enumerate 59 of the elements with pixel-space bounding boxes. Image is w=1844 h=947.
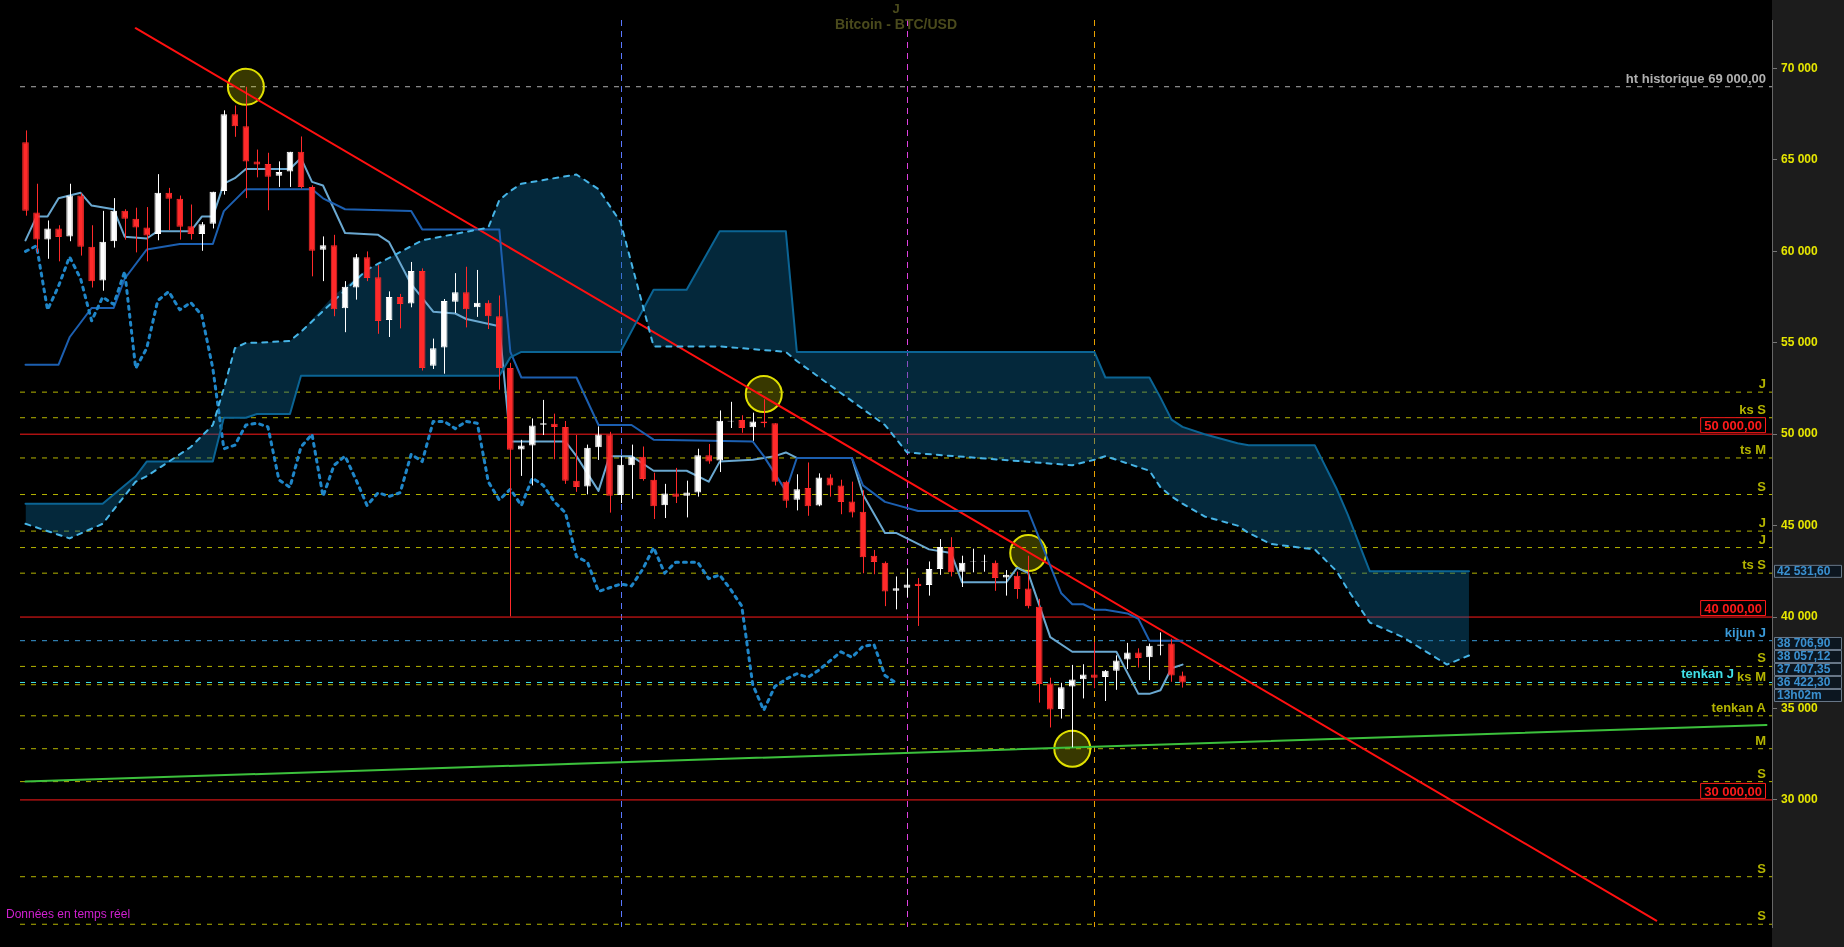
ref-line-label: ts S	[1742, 557, 1767, 573]
ref-line-label: S	[1757, 908, 1767, 924]
ref-line-label: S	[1757, 765, 1767, 781]
ref-line-label: ks S	[1739, 401, 1767, 417]
candlestick	[33, 183, 40, 253]
candlestick	[1080, 663, 1087, 699]
point	[226, 67, 265, 106]
candlestick	[683, 480, 690, 518]
candlestick	[892, 575, 900, 610]
text: 42 531,60	[1777, 564, 1831, 579]
text: 38 057,12	[1777, 649, 1831, 664]
candlestick	[55, 224, 62, 262]
y-tick-label: 60 000	[1781, 243, 1819, 258]
ref-line-label: J	[1758, 376, 1766, 392]
ref-line-label: ks M	[1737, 668, 1766, 684]
ref-line-label: ts M	[1740, 441, 1766, 457]
text: J	[892, 0, 900, 16]
candlestick	[451, 272, 459, 314]
ref-line-label: J	[1758, 515, 1766, 531]
text: 37 407,35	[1777, 662, 1831, 677]
candlestick	[1046, 677, 1054, 728]
y-tick-label: 30 000	[1781, 792, 1819, 807]
ref-line-label: 30 000,00	[1704, 783, 1762, 799]
y-tick-label: 65 000	[1781, 152, 1819, 167]
ref-line-label: S	[1757, 860, 1767, 876]
text: 36 422,30	[1777, 675, 1831, 690]
ref-line-label: J	[1758, 531, 1766, 547]
text: 13h02m	[1777, 688, 1822, 703]
text: 38 706,90	[1777, 636, 1831, 651]
candlestick	[1113, 654, 1120, 691]
chart-title: Bitcoin - BTC/USD	[834, 15, 958, 32]
ref-line-label: S	[1757, 650, 1767, 666]
candlestick	[187, 204, 195, 241]
line-series	[24, 244, 898, 712]
candlestick	[903, 567, 911, 598]
candlestick	[1091, 641, 1098, 689]
point	[1053, 729, 1092, 768]
candlestick	[44, 219, 51, 260]
y-tick-label: 45 000	[1781, 517, 1819, 532]
candlestick	[705, 443, 712, 465]
y-tick-label: 70 000	[1781, 60, 1819, 75]
ref-line-label: tenkan J	[1681, 666, 1734, 682]
y-tick-label: 55 000	[1781, 335, 1819, 350]
y-tick-label: 40 000	[1781, 609, 1819, 624]
candlestick	[1135, 647, 1142, 668]
y-tick-label: 50 000	[1781, 426, 1819, 441]
ref-line-label: kijun J	[1724, 624, 1766, 640]
ref-line-label: ht historique 69 000,00	[1625, 70, 1766, 86]
candlestick	[672, 467, 679, 504]
ref-line-label: S	[1757, 478, 1767, 494]
candlestick	[529, 417, 536, 486]
ref-line-label: 40 000,00	[1704, 601, 1762, 617]
ref-line-label: M	[1755, 732, 1766, 748]
y-tick-label: 35 000	[1781, 700, 1819, 715]
ref-line-label: 50 000,00	[1704, 418, 1762, 434]
ref-line-label: tenkan A	[1711, 699, 1767, 715]
point	[744, 374, 783, 413]
candlestick	[253, 149, 261, 178]
annotation: Données en temps réel	[6, 907, 131, 922]
